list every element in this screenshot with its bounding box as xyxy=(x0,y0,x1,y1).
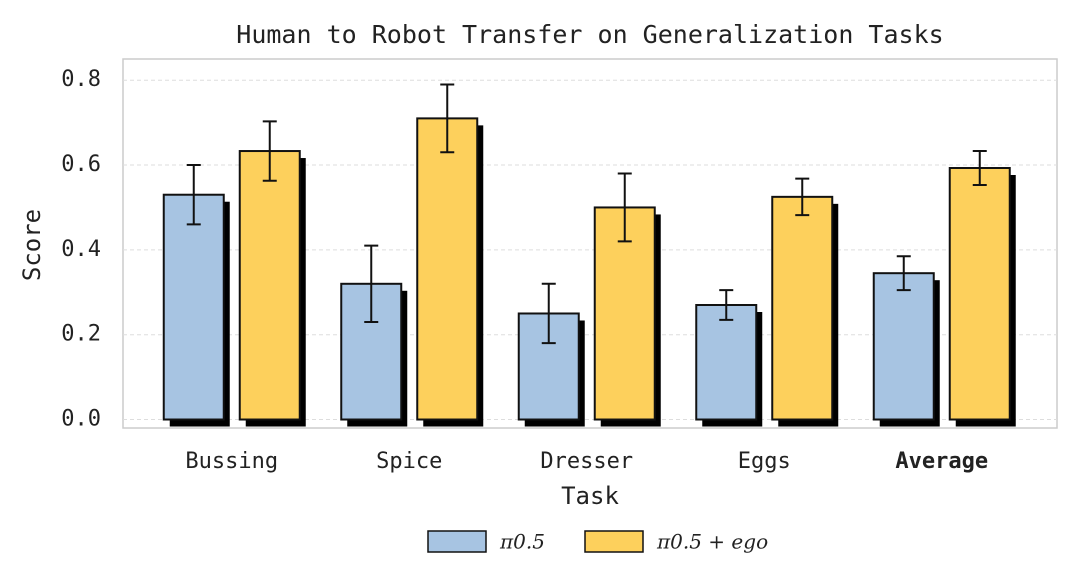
bar xyxy=(771,195,834,421)
bar xyxy=(593,206,656,421)
x-tick-label: Bussing xyxy=(185,449,278,474)
legend-label: π0.5 xyxy=(499,530,545,554)
error-bar xyxy=(972,150,987,186)
y-tick-label: 0.4 xyxy=(61,237,101,262)
error-bar xyxy=(364,244,379,323)
chart-title: Human to Robot Transfer on Generalizatio… xyxy=(236,20,943,49)
x-tick-label: Average xyxy=(895,449,988,474)
error-bar xyxy=(719,289,734,321)
error-bar xyxy=(795,177,810,217)
error-bar xyxy=(541,282,556,345)
x-axis-label: Task xyxy=(561,482,619,510)
bar xyxy=(948,167,1011,421)
y-tick-label: 0.2 xyxy=(61,322,101,347)
error-bar xyxy=(186,164,201,226)
legend-swatch xyxy=(427,530,487,553)
x-tick-label: Eggs xyxy=(738,449,791,474)
bar xyxy=(416,117,479,421)
x-tick-label: Spice xyxy=(376,449,442,474)
bar xyxy=(238,150,301,421)
bar xyxy=(162,193,225,421)
error-bar xyxy=(896,255,911,292)
x-tick-label: Dresser xyxy=(540,449,633,474)
error-bar xyxy=(617,172,632,243)
legend-label: π0.5 + ego xyxy=(656,530,768,554)
bar xyxy=(872,272,935,421)
y-axis-label: Score xyxy=(18,209,46,281)
error-bar xyxy=(440,83,455,154)
legend-swatch xyxy=(584,530,644,553)
plot-frame xyxy=(122,58,1058,429)
y-tick-label: 0.8 xyxy=(61,67,101,92)
y-tick-label: 0.6 xyxy=(61,152,101,177)
y-tick-label: 0.0 xyxy=(61,407,101,432)
error-bar xyxy=(262,120,277,182)
bar xyxy=(695,304,758,421)
